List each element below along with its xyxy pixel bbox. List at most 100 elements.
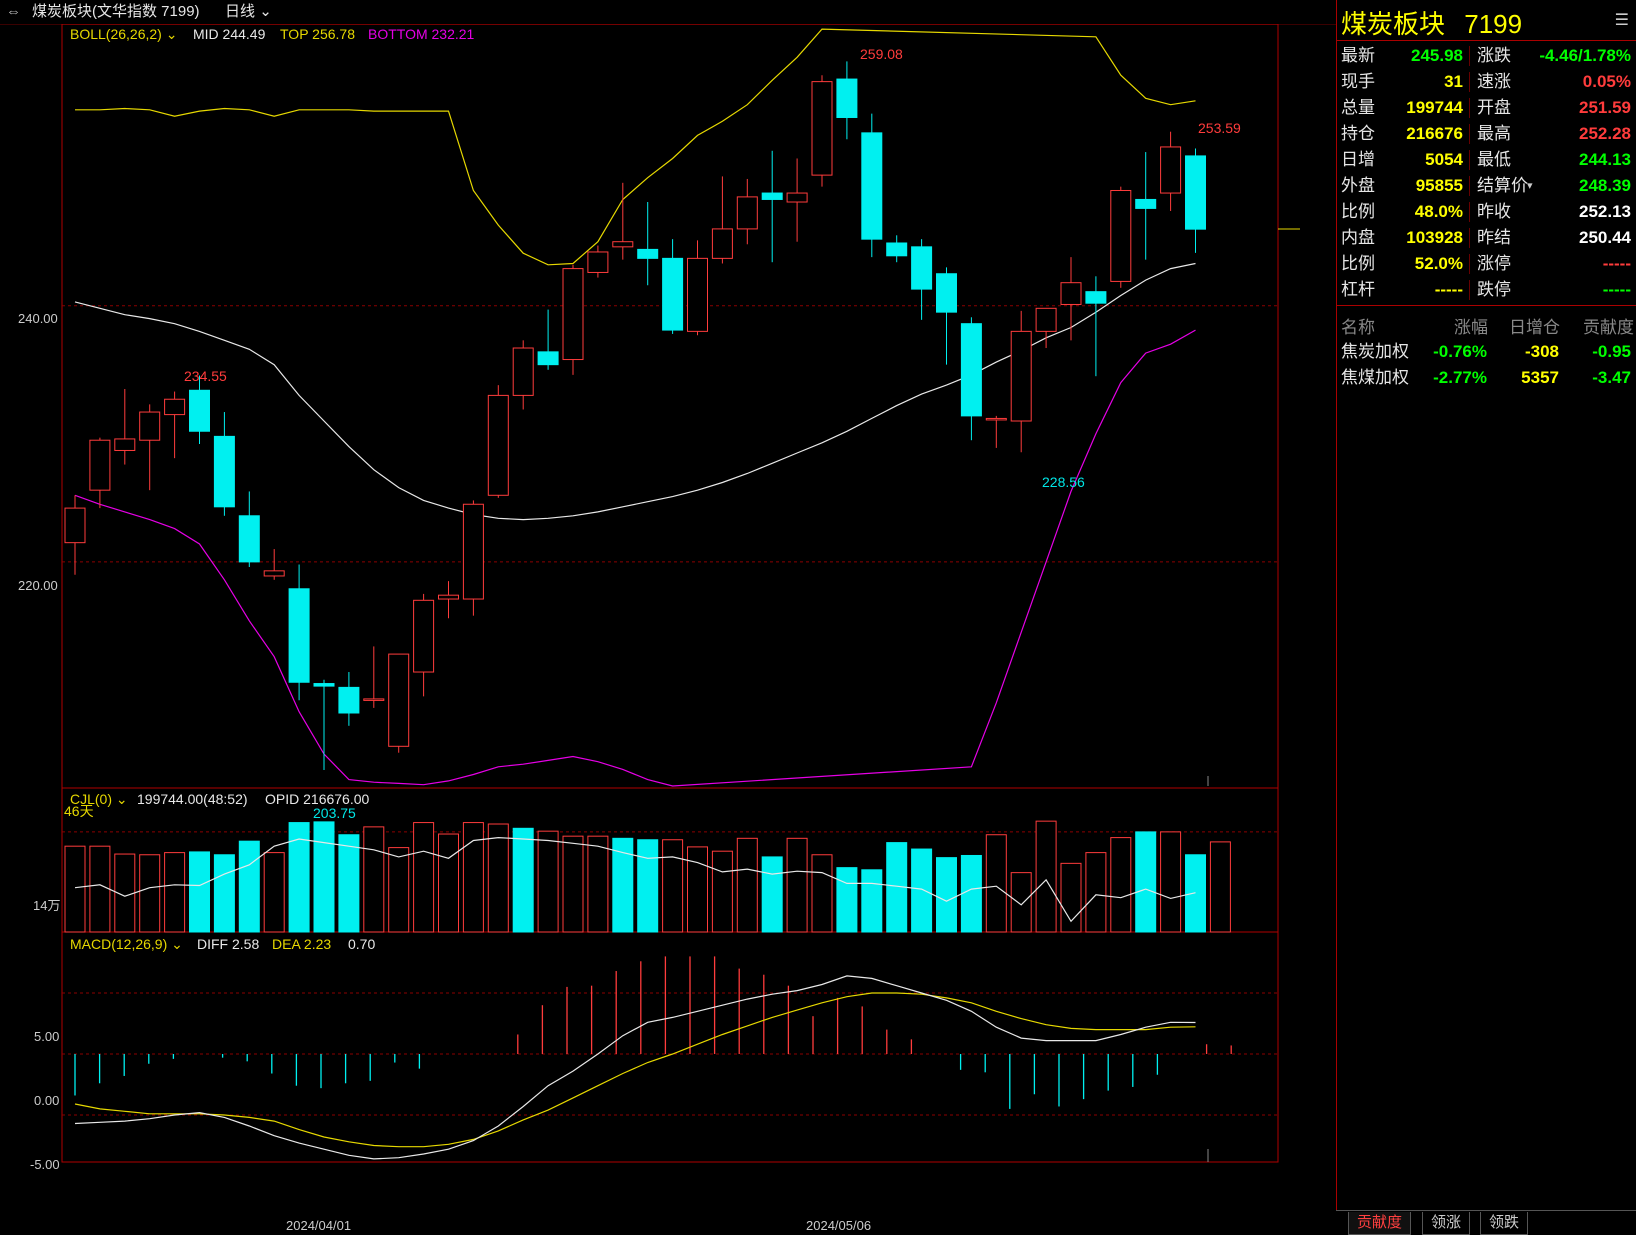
candle-body — [786, 192, 808, 203]
candle — [886, 235, 908, 263]
quote-label: 涨停 — [1477, 254, 1511, 273]
date-tick-0506: 2024/05/06 — [806, 1218, 871, 1233]
quote-row: 总量 199744 开盘 251.59 — [1337, 95, 1636, 121]
quote-label: 最高 — [1477, 124, 1511, 143]
cjl-indicator-name[interactable]: CJL(0) ⌄ — [70, 791, 128, 807]
tab-leading-gainers[interactable]: 领涨 — [1422, 1212, 1471, 1235]
chevron-down-icon: ⌄ — [167, 936, 183, 952]
column-separator — [1469, 176, 1470, 196]
macd-indicator-name[interactable]: MACD(12,26,9) ⌄ — [70, 936, 183, 952]
boll-mid-line — [74, 262, 1196, 521]
column-separator — [1469, 98, 1470, 118]
grid-lines — [62, 305, 1278, 1116]
volume-bar — [189, 851, 210, 933]
period-selector[interactable]: 日线 ⌄ — [225, 0, 272, 24]
candle — [562, 264, 584, 375]
volume-bar — [89, 845, 111, 933]
macd-dea-value: DEA 2.23 — [272, 936, 331, 952]
volume-bar — [711, 850, 733, 933]
candle — [189, 375, 210, 445]
quote-value: 31 — [1444, 72, 1463, 91]
quote-value: 245.98 — [1411, 46, 1463, 65]
macd-hist-value: 0.70 — [348, 936, 375, 952]
quote-label: 现手 — [1341, 72, 1375, 91]
contrib-cell-name[interactable]: 焦煤加权 — [1341, 368, 1409, 387]
candle — [313, 679, 335, 770]
volume-bar — [64, 845, 86, 933]
candle — [587, 245, 609, 278]
candle-body — [238, 515, 260, 563]
column-separator — [1469, 150, 1470, 170]
macd-tick-5: 5.00 — [34, 1029, 59, 1044]
contrib-header-contrib: 贡献度 — [1583, 318, 1634, 337]
candle — [985, 415, 1007, 448]
compare-icon[interactable]: ⇔ — [6, 3, 21, 20]
contrib-header-name: 名称 — [1341, 318, 1375, 337]
caret-down-icon[interactable]: ▾ — [1527, 180, 1533, 192]
opid-line — [74, 836, 1196, 923]
quote-row: 内盘 103928 昨结 250.44 — [1337, 225, 1636, 251]
candle — [836, 61, 858, 140]
volume-bar — [960, 854, 982, 933]
volume-bar — [1110, 837, 1132, 933]
candle-body — [462, 503, 484, 600]
quote-label: 最低 — [1477, 150, 1511, 169]
quote-label: 持仓 — [1341, 124, 1375, 143]
boll-top-value: TOP 256.78 — [280, 26, 355, 42]
candle — [711, 176, 733, 264]
quote-value: 244.13 — [1579, 150, 1631, 169]
column-separator — [1469, 228, 1470, 248]
candle — [1010, 310, 1032, 453]
candle — [786, 158, 808, 242]
quote-value: 103928 — [1406, 228, 1463, 247]
volume-bar — [562, 835, 584, 933]
volume-bar — [936, 857, 957, 933]
candle-body — [537, 351, 559, 366]
candle-body — [1010, 330, 1032, 422]
quote-label[interactable]: 结算价 — [1477, 176, 1528, 195]
candle-body — [413, 599, 435, 673]
quote-value: 250.44 — [1579, 228, 1631, 247]
volume-bar — [985, 834, 1007, 933]
volume-bar — [786, 837, 808, 933]
chart-canvas[interactable]: BOLL(26,26,2) ⌄ MID 244.49 TOP 256.78 BO… — [0, 24, 1336, 1234]
candle — [1185, 148, 1206, 253]
candle-body — [1085, 291, 1107, 304]
volume-bar — [637, 839, 659, 933]
plot-border — [61, 24, 1279, 1163]
quote-value: -4.46/1.78% — [1539, 46, 1631, 65]
tab-leading-losers[interactable]: 领跌 — [1480, 1212, 1529, 1235]
boll-bottom-line — [74, 329, 1196, 787]
quote-value: 251.59 — [1579, 98, 1631, 117]
quote-value: 252.28 — [1579, 124, 1631, 143]
candle — [861, 113, 883, 258]
tab-contribution[interactable]: 贡献度 — [1348, 1212, 1412, 1235]
candle — [462, 500, 484, 616]
volume-bar — [1035, 820, 1057, 933]
quote-label: 杠杆 — [1341, 280, 1375, 299]
quote-row: 外盘 95855 结算价 ▾ 248.39 — [1337, 173, 1636, 199]
candle — [811, 75, 833, 187]
quote-row: 最新 245.98 涨跌 -4.46/1.78% — [1337, 43, 1636, 69]
panel-tab-bar: 贡献度 领涨 领跌 — [1336, 1210, 1636, 1235]
contrib-cell-name[interactable]: 焦炭加权 — [1341, 342, 1409, 361]
candle — [911, 239, 933, 320]
contrib-cell-chg: -2.77% — [1433, 368, 1487, 387]
boll-indicator-name[interactable]: BOLL(26,26,2) ⌄ — [70, 26, 177, 42]
quote-row: 现手 31 速涨 0.05% — [1337, 69, 1636, 95]
list-menu-icon[interactable]: ☰ — [1614, 12, 1629, 29]
candle — [1135, 152, 1157, 260]
cjl-opid-value: OPID 216676.00 — [265, 791, 370, 807]
volume-bar — [238, 840, 260, 933]
contrib-cell-chg: -0.76% — [1433, 342, 1487, 361]
candle — [637, 202, 659, 286]
quote-row: 比例 48.0% 昨收 252.13 — [1337, 199, 1636, 225]
quote-name: 煤炭板块 — [1341, 9, 1446, 39]
quote-label: 速涨 — [1477, 72, 1511, 91]
candle — [1060, 257, 1082, 341]
price-tick-220: 220.00 — [18, 578, 58, 593]
column-separator — [1469, 202, 1470, 222]
volume-bar — [462, 822, 484, 933]
quote-value: 5054 — [1425, 150, 1463, 169]
candle-body — [936, 273, 957, 313]
